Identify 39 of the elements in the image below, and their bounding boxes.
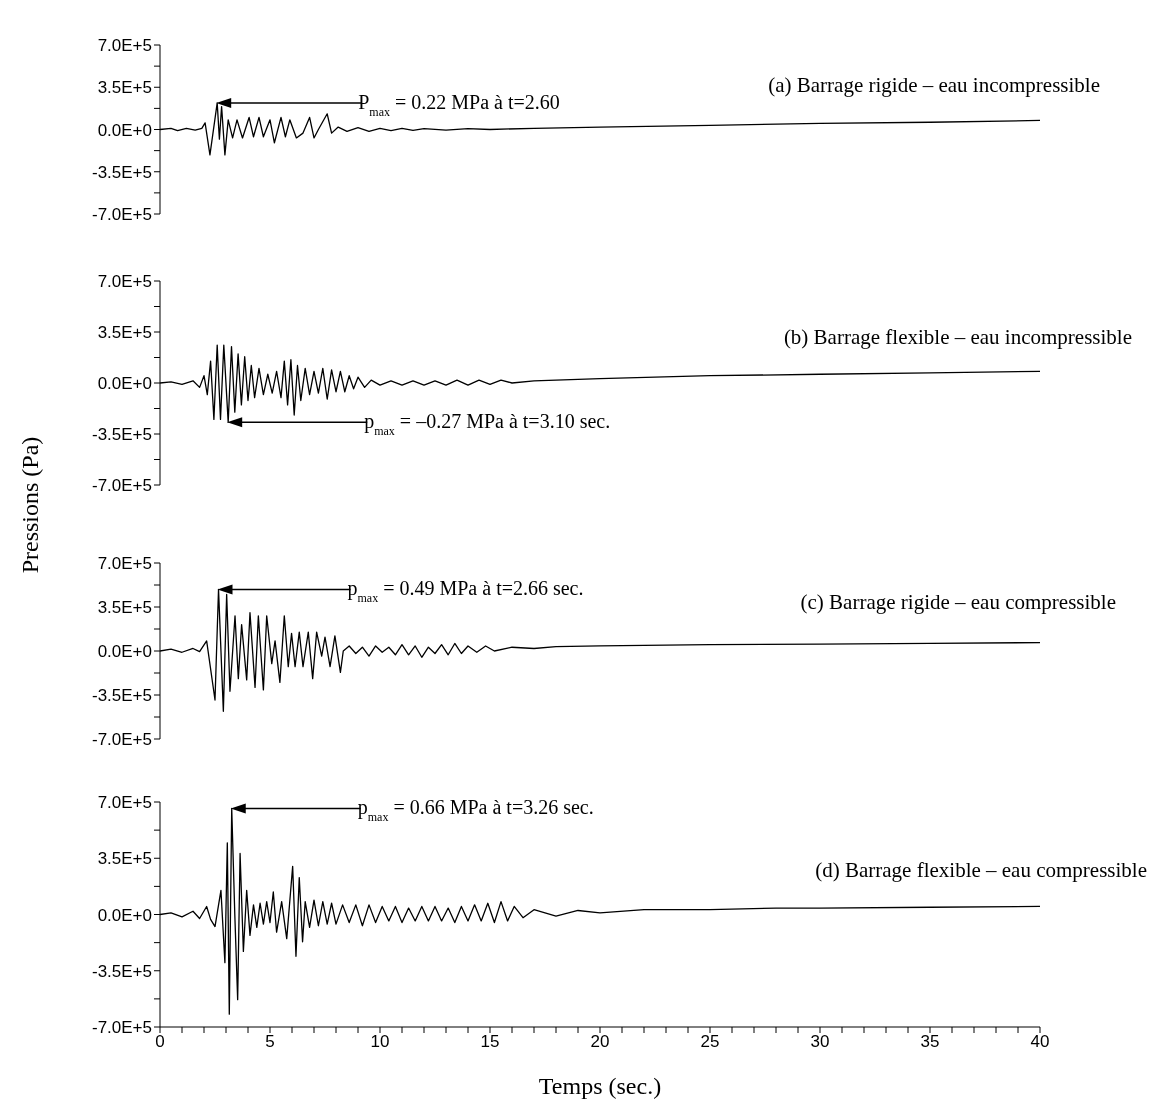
- y-tick-label: 3.5E+5: [97, 78, 152, 98]
- x-tick-label: 40: [1030, 1032, 1050, 1052]
- x-tick-label: 20: [590, 1032, 610, 1052]
- y-tick-label: 0.0E+0: [97, 905, 152, 925]
- annotation: p$_{max}$ = –0.27 MPa à t=3.10 sec.: [364, 410, 611, 439]
- y-tick-label: -3.5E+5: [91, 961, 152, 981]
- text: (a) Barrage rigide – eau incompressible: [768, 73, 1100, 98]
- x-tick-label: 5: [265, 1032, 275, 1052]
- text: (c) Barrage rigide – eau compressible: [800, 590, 1116, 615]
- y-tick-label: -7.0E+5: [91, 1018, 152, 1038]
- x-tick-label: 25: [700, 1032, 720, 1052]
- x-tick-label: 15: [480, 1032, 500, 1052]
- y-tick-label: -7.0E+5: [91, 730, 152, 750]
- x-tick-label: 35: [920, 1032, 940, 1052]
- y-tick-label: 3.5E+5: [97, 849, 152, 869]
- y-tick-label: -3.5E+5: [91, 686, 152, 706]
- y-tick-label: 0.0E+0: [97, 642, 152, 662]
- y-tick-label: 7.0E+5: [97, 272, 152, 292]
- y-tick-label: 0.0E+0: [97, 120, 152, 140]
- x-axis-title: Temps (sec.): [538, 1073, 662, 1099]
- y-tick-label: 7.0E+5: [97, 36, 152, 56]
- y-tick-label: -3.5E+5: [91, 425, 152, 445]
- annotation: p$_{max}$ = 0.49 MPa à t=2.66 sec.: [347, 577, 584, 606]
- text: (b) Barrage flexible – eau incompressible: [783, 325, 1132, 350]
- annotation: P$_{max}$ = 0.22 MPa à t=2.60: [358, 90, 560, 119]
- y-tick-label: 0.0E+0: [97, 374, 152, 394]
- y-tick-label: 3.5E+5: [97, 323, 152, 343]
- y-tick-label: -3.5E+5: [91, 162, 152, 182]
- x-tick-label: 10: [370, 1032, 390, 1052]
- annotation: p$_{max}$ = 0.66 MPa à t=3.26 sec.: [357, 796, 594, 825]
- y-tick-label: 3.5E+5: [97, 598, 152, 618]
- text: (d) Barrage flexible – eau compressible: [815, 858, 1147, 883]
- y-tick-label: 7.0E+5: [97, 793, 152, 813]
- y-axis-title: Pressions (Pa): [16, 436, 44, 574]
- x-tick-label: 30: [810, 1032, 830, 1052]
- x-tick-label: 0: [155, 1032, 165, 1052]
- y-tick-label: -7.0E+5: [91, 476, 152, 496]
- y-tick-label: -7.0E+5: [91, 205, 152, 225]
- y-tick-label: 7.0E+5: [97, 554, 152, 574]
